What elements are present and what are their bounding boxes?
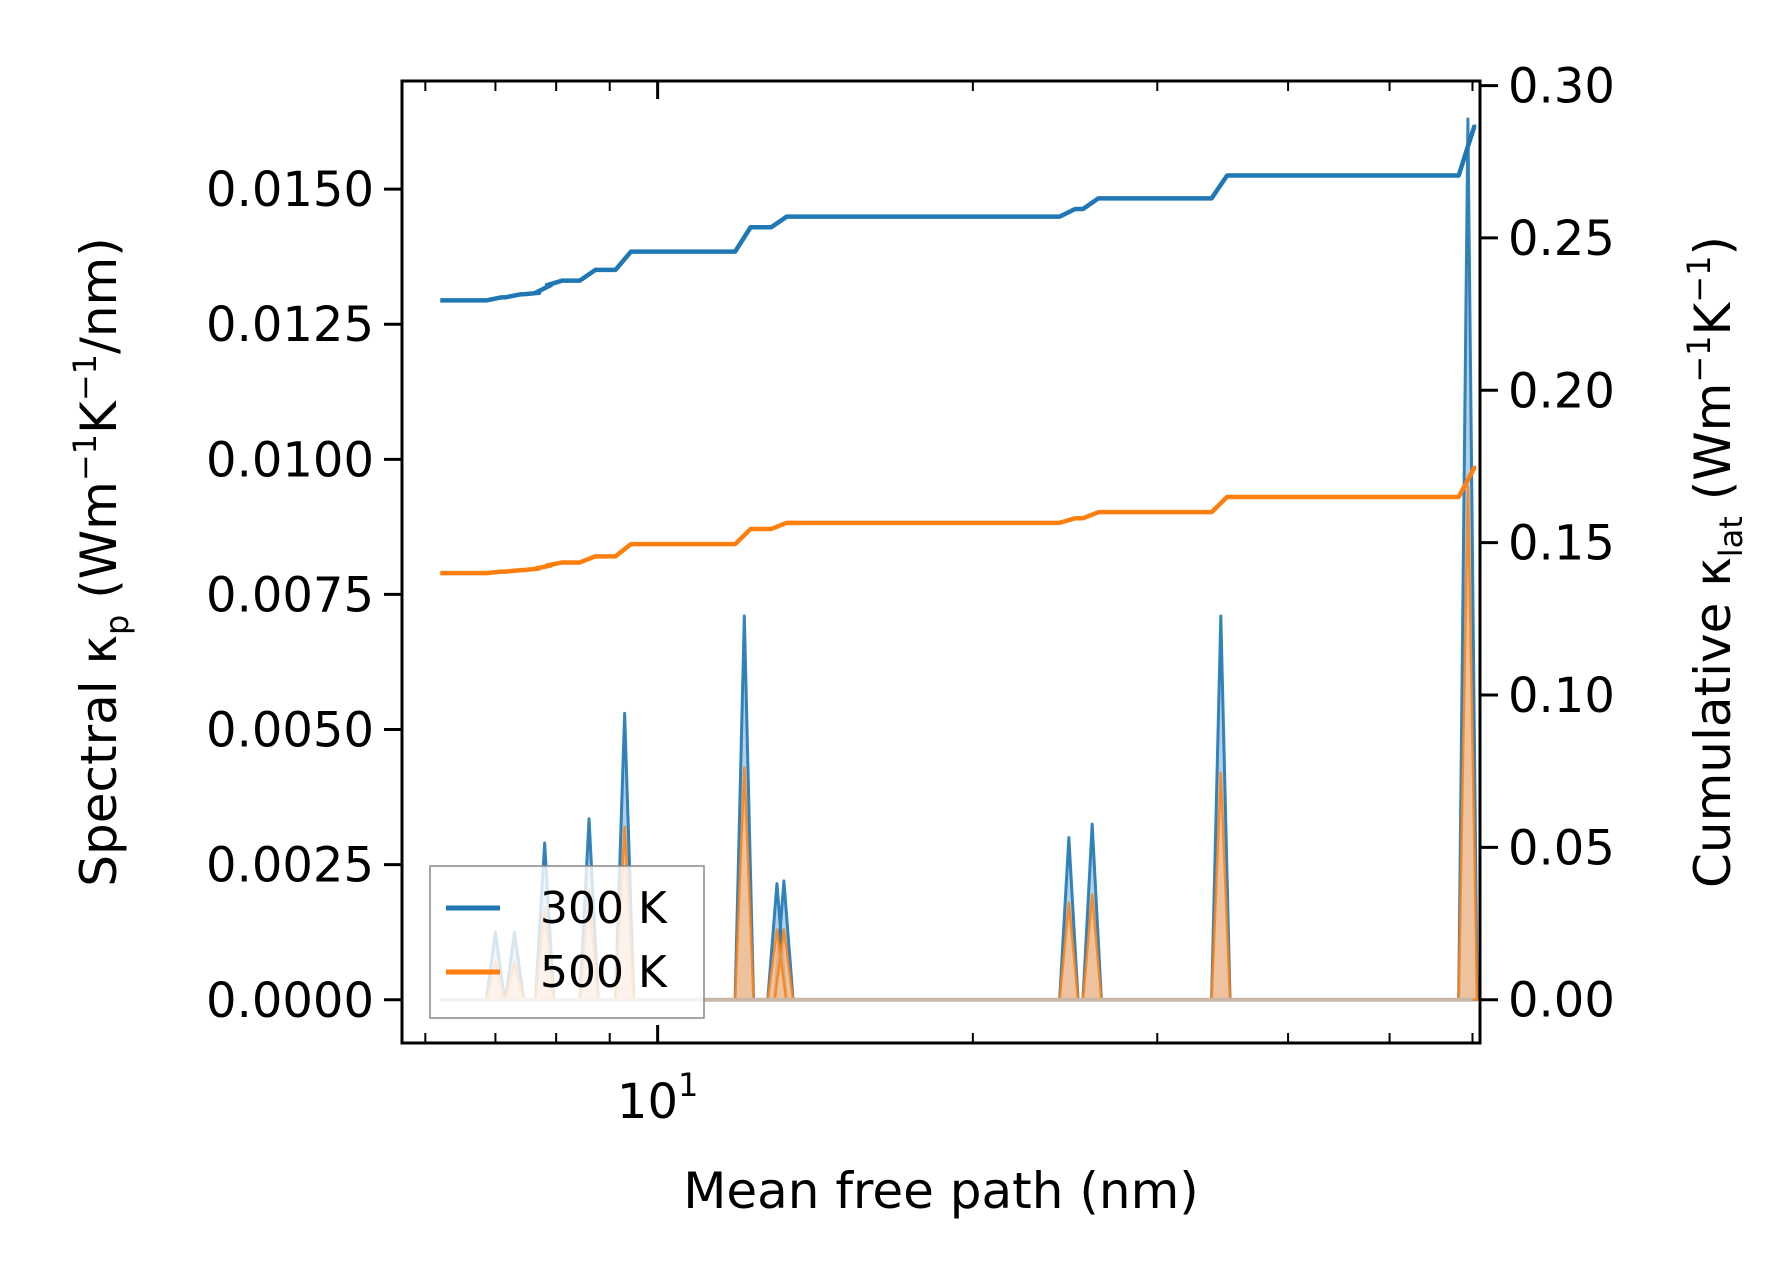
legend-label-500k: 500 K — [540, 947, 668, 998]
cumulative-line-500k — [440, 465, 1477, 576]
legend: 300 K 500 K — [429, 865, 705, 1019]
y-right-tick-label: 0.25 — [1508, 211, 1615, 267]
y-left-tick-label: 0.0050 — [206, 703, 374, 759]
y-left-tick-label: 0.0150 — [206, 162, 374, 218]
cumulative-line-300k — [440, 124, 1477, 303]
x-axis-title: Mean free path (nm) — [683, 1162, 1199, 1220]
legend-box — [429, 865, 705, 1019]
x-tick-label: 101 — [617, 1066, 698, 1130]
y-left-tick-label: 0.0100 — [206, 432, 374, 488]
y-left-tick-label: 0.0025 — [206, 838, 374, 894]
y-right-tick-label: 0.30 — [1508, 59, 1615, 115]
y-left-axis-title: Spectral κp (Wm−1K−1/nm) — [66, 237, 136, 887]
legend-label-300k: 300 K — [540, 883, 668, 934]
axes: 101 0.0000 0.0025 0.0050 0.0075 0.0100 0.0125 0… — [206, 59, 1615, 1130]
y-right-tick-label: 0.15 — [1508, 516, 1615, 572]
axes-frame — [400, 79, 1482, 1045]
y-left-tick-label: 0.0075 — [206, 567, 374, 623]
y-right-tick-label: 0.00 — [1508, 973, 1615, 1029]
y-right-tick-label: 0.10 — [1508, 668, 1615, 724]
y-right-axis-title: Cumulative κlat (Wm−1K−1) — [1680, 236, 1750, 888]
y-right-tick-label: 0.20 — [1508, 363, 1615, 419]
y-right-tick-label: 0.05 — [1508, 820, 1615, 876]
y-left-tick-label: 0.0125 — [206, 297, 374, 353]
y-left-tick-label: 0.0000 — [206, 973, 374, 1029]
